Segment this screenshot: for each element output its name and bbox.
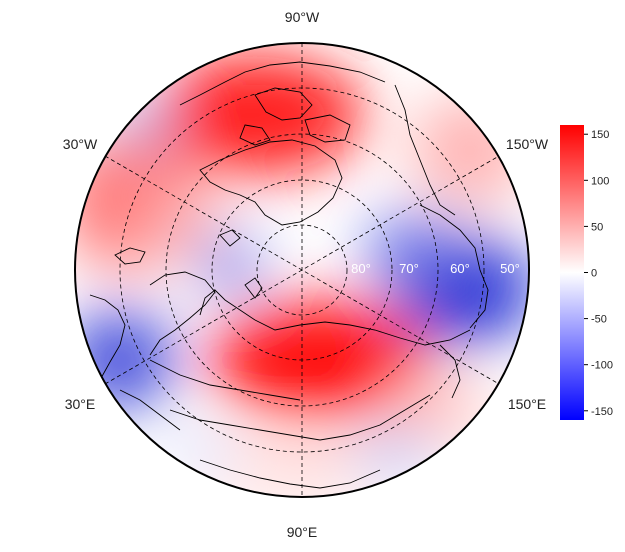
map-boundary	[74, 42, 530, 498]
lon-label-150e: 150°E	[508, 396, 546, 412]
colorbar-tick-label: 0	[591, 268, 597, 280]
colorbar-tick-label: 100	[591, 175, 609, 187]
lat-label-70: 70°	[399, 261, 419, 276]
lon-label-90e: 90°E	[287, 524, 318, 540]
colorbar-tick-label: 50	[591, 221, 603, 233]
colorbar-tick-label: -50	[591, 314, 607, 326]
lat-label-80: 80°	[351, 261, 371, 276]
colorbar-tick-label: 150	[591, 129, 609, 141]
colorbar: 150 100 50 0 -50 -100 -150	[560, 125, 613, 420]
anomaly-field	[75, 43, 529, 497]
colorbar-tick-label: -100	[591, 360, 613, 372]
lon-label-150w: 150°W	[506, 136, 549, 152]
lat-label-60: 60°	[450, 261, 470, 276]
graticule	[104, 43, 500, 497]
colorbar-ticks: 150 100 50 0 -50 -100 -150	[584, 129, 613, 418]
lon-label-90w: 90°W	[285, 9, 320, 25]
colorbar-tick-label: -150	[591, 406, 613, 418]
coastlines	[89, 61, 489, 489]
colorbar-gradient	[560, 125, 584, 420]
lon-label-30e: 30°E	[65, 396, 96, 412]
lon-label-30w: 30°W	[63, 136, 98, 152]
lat-label-50: 50°	[500, 261, 520, 276]
